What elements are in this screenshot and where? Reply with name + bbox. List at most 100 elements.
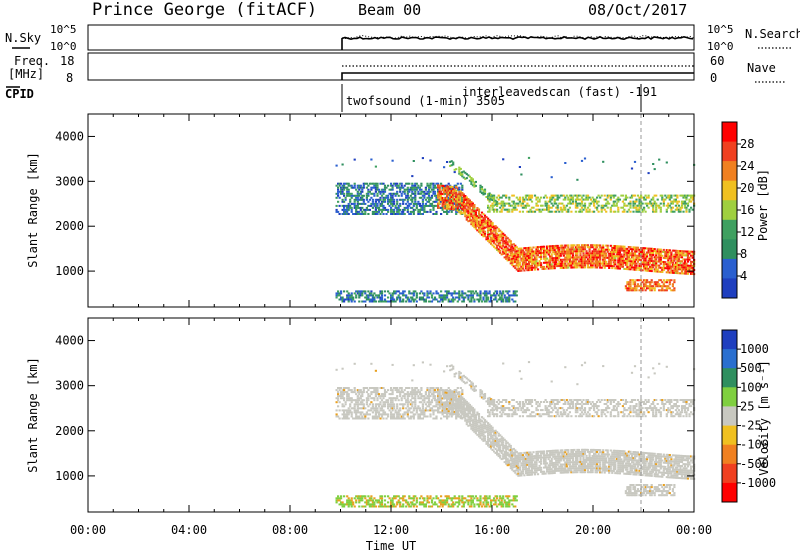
power-cell: [415, 188, 418, 191]
power-cell: [641, 202, 644, 205]
velocity-cell: [396, 413, 399, 416]
power-cell: [558, 265, 561, 267]
power-cell: [638, 202, 641, 205]
power-cell: [565, 266, 568, 269]
power-cell: [533, 266, 537, 269]
power-cell: [452, 163, 455, 166]
velocity-cell: [346, 399, 349, 402]
velocity-cell: [365, 403, 368, 406]
power-cell: [667, 251, 670, 254]
power-cell: [424, 192, 427, 195]
power-cell: [615, 251, 618, 254]
power-cell: [467, 216, 470, 219]
power-cell: [399, 190, 402, 193]
velocity-cell: [341, 505, 344, 508]
velocity-cell: [349, 503, 352, 506]
power-cell: [647, 263, 650, 266]
power-cell: [488, 233, 491, 236]
power-cell: [653, 270, 656, 273]
power-cell: [553, 202, 556, 205]
power-cell: [662, 248, 665, 251]
velocity-cell: [368, 503, 371, 506]
velocity-cell: [355, 411, 358, 414]
power-cell: [503, 242, 506, 245]
power-cell: [440, 294, 443, 297]
power-cell: [467, 198, 470, 200]
power-cell: [476, 229, 479, 232]
power-cell: [617, 247, 620, 250]
power-cell: [514, 260, 517, 263]
power-cell: [530, 268, 534, 271]
power-cell: [671, 202, 674, 205]
power-cell: [455, 296, 458, 299]
velocity-cell: [374, 391, 377, 394]
power-cell: [477, 226, 481, 229]
power-cell: [432, 292, 435, 295]
power-cell: [432, 182, 435, 185]
velocity-cell: [390, 403, 393, 406]
power-cell: [494, 203, 497, 206]
velocity-cell: [340, 501, 343, 504]
velocity-cell: [427, 403, 431, 406]
power-cell: [680, 250, 684, 253]
velocity-cell: [465, 423, 468, 426]
power-cell: [659, 270, 662, 273]
power-cell: [644, 255, 647, 258]
power-cell: [470, 292, 473, 295]
velocity-cell: [452, 408, 455, 411]
velocity-cell: [412, 417, 415, 420]
power-cell: [564, 266, 567, 269]
power-cell: [471, 184, 474, 187]
velocity-cell: [430, 505, 434, 508]
power-cell: [368, 204, 371, 207]
power-cell: [585, 244, 588, 247]
power-cell: [540, 249, 543, 252]
power-cell: [480, 219, 484, 222]
velocity-cell: [468, 406, 471, 408]
power-cell: [586, 196, 590, 199]
power-cell: [491, 234, 494, 237]
power-cell: [641, 289, 644, 292]
velocity-cell: [450, 403, 453, 406]
power-cell: [365, 296, 368, 299]
power-cell: [614, 204, 617, 207]
velocity-cell: [470, 505, 473, 508]
power-cell: [421, 296, 424, 299]
velocity-cell: [346, 393, 349, 396]
power-cell: [435, 200, 438, 203]
power-cell: [649, 289, 652, 292]
velocity-cell: [452, 412, 455, 415]
velocity-cell: [449, 394, 452, 397]
power-cell: [515, 208, 518, 211]
power-cell: [490, 296, 493, 299]
power-cell: [373, 213, 376, 215]
power-cell: [603, 258, 606, 261]
power-cell: [405, 296, 408, 299]
power-cell: [364, 290, 367, 293]
power-cell: [638, 279, 641, 282]
power-cell: [644, 194, 647, 197]
power-cell: [415, 294, 418, 297]
power-cell: [412, 188, 415, 191]
power-cell: [412, 210, 415, 213]
power-cell: [611, 204, 614, 207]
velocity-cell: [405, 387, 408, 389]
power-cell: [338, 294, 341, 297]
power-cell: [450, 188, 453, 191]
velocity-cell: [470, 495, 473, 498]
power-cell: [570, 262, 573, 265]
power-cell: [688, 194, 691, 197]
power-cell: [355, 188, 358, 191]
velocity-cell: [462, 380, 465, 383]
power-cell: [571, 260, 574, 263]
velocity-cell: [450, 499, 453, 502]
velocity-cell: [347, 413, 350, 416]
power-cell: [511, 247, 514, 250]
power-cell: [505, 194, 508, 197]
velocity-cell: [465, 421, 468, 424]
power-cell: [487, 210, 490, 213]
power-cell: [433, 204, 437, 207]
power-cell: [658, 266, 661, 269]
power-cell: [644, 210, 647, 213]
power-cell: [420, 184, 423, 187]
